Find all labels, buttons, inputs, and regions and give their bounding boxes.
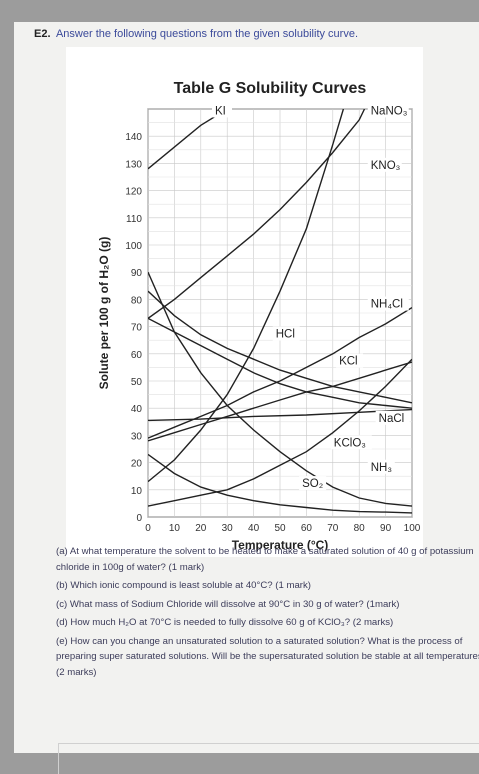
y-tick-label: 120 [125,187,142,198]
y-tick-label: 130 [125,159,142,170]
y-tick-label: 70 [131,323,143,334]
exercise-instruction: Answer the following questions from the … [55,28,359,40]
y-tick-label: 20 [131,459,143,470]
exercise-heading: E2. Answer the following questions from … [34,28,358,40]
series-label: NH₄Cl [371,299,403,311]
series-label: KI [215,105,226,117]
curve-nh [148,271,412,507]
solubility-chart-svg: Table G Solubility Curves 0 10 20 30 40 50 60 70… [97,80,421,552]
x-tick-label: 20 [195,523,207,534]
curve-hcl [148,290,412,404]
y-tick-label: 140 [125,132,142,143]
answer-box [58,743,479,774]
series-label-bg [375,410,410,425]
x-axis-label: Temperature (°C) [232,538,329,552]
curve-kcl [148,361,412,442]
x-tick-label: 100 [404,523,421,534]
question-c: (c) What mass of Sodium Chloride will di… [56,598,400,610]
y-tick-label: 10 [131,486,143,497]
series-label: NaNO₃ [371,105,408,117]
series-label-bg [367,296,409,311]
y-tick-label: 30 [131,431,143,442]
y-tick-label: 110 [126,214,142,225]
worksheet-page: E2. Answer the following questions from … [14,22,479,774]
y-tick-label: 100 [125,241,142,252]
question-d: (d) How much H₂O at 70°C is needed to fu… [56,617,394,628]
series-label: KClO₃ [334,437,366,449]
exercise-number: E2. [34,28,51,40]
x-tick-label: 30 [222,523,234,534]
series-label-bg [336,353,364,368]
x-tick-label: 50 [274,523,286,534]
series-label: SO₂ [302,478,323,490]
y-tick-label: 50 [131,377,143,388]
x-tick-label: 40 [248,523,260,534]
x-tick-label: 0 [145,523,151,534]
series-label-bg [272,326,300,341]
y-tick-label: 40 [131,404,143,415]
x-tick-label: 60 [301,523,313,534]
series-label: HCl [276,328,295,340]
x-tick-label: 70 [327,523,339,534]
y-tick-label: 90 [131,268,143,279]
question-list: (a) At what temperature the solvent to b… [56,544,479,683]
series-label: NH₃ [371,462,393,474]
chart-title: Table G Solubility Curves [174,80,367,97]
series-label-bg [367,459,395,474]
curve-kno [148,109,345,483]
series-label-bg [212,103,232,118]
question-e: (e) How can you change an unsaturated so… [56,635,479,678]
curve-nano [148,109,366,319]
question-a: (a) At what temperature the solvent to b… [56,546,474,573]
series-label: KNO₃ [371,160,401,172]
y-tick-label: 0 [136,513,142,524]
series-label-bg [299,476,327,491]
series-label-bg [367,103,409,118]
y-tick-label: 60 [131,350,143,361]
series-label-bg [330,435,372,450]
curve-nacl [148,408,412,422]
curve-unlabeled-10 [148,317,412,409]
question-b: (b) Which ionic compound is least solubl… [56,580,311,591]
curve-kclo [148,358,412,507]
series-label: NaCl [379,413,405,425]
series-label-bg [367,157,402,172]
y-tick-label: 80 [131,295,143,306]
y-axis-label: Solute per 100 g of H₂O (g) [97,237,111,390]
curve-so [148,453,412,514]
x-tick-label: 90 [380,523,392,534]
x-tick-label: 10 [169,523,181,534]
series-label: KCl [339,356,358,368]
solubility-chart: Table G Solubility Curves 0 10 20 30 40 50 60 70… [66,47,423,557]
x-tick-label: 80 [354,523,366,534]
